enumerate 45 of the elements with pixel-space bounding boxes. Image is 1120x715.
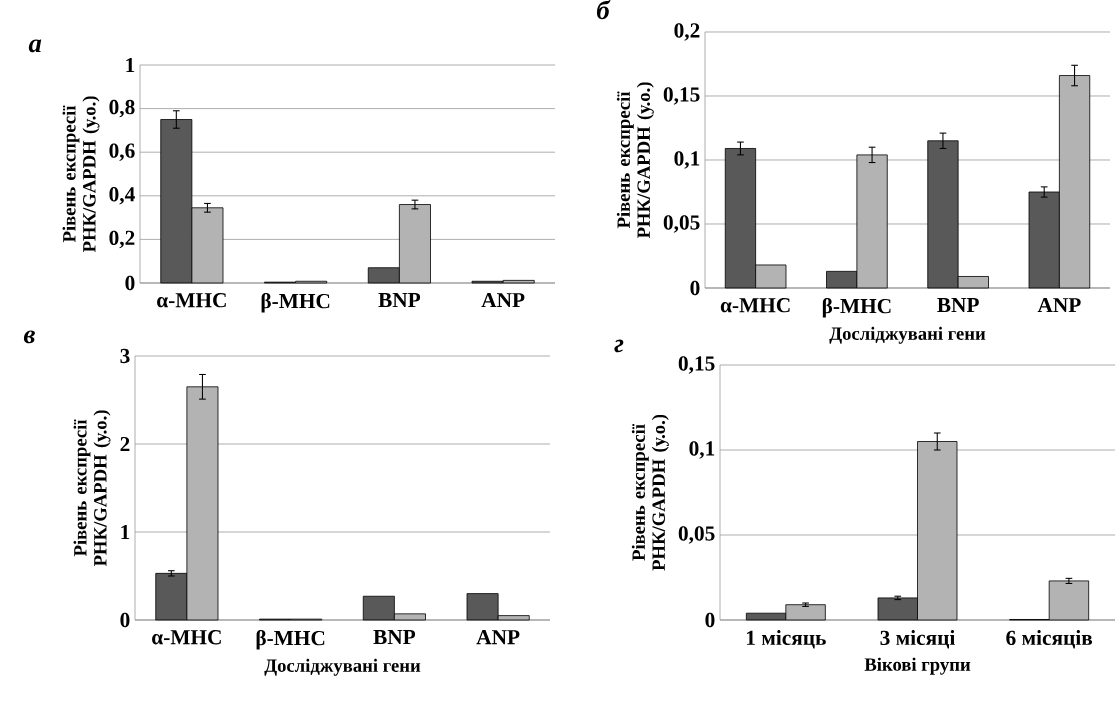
y-tick-label: 2 xyxy=(120,436,130,452)
x-tick-label: α-MHC xyxy=(152,630,221,645)
x-tick-label: β-MHC xyxy=(822,298,891,318)
y-tick-label: 0,1 xyxy=(674,151,700,169)
chart-title: а xyxy=(28,39,42,53)
x-tick-label: ANP xyxy=(1037,298,1081,313)
x-tick-label: β-MHC xyxy=(261,293,330,313)
x-tick-label: ANP xyxy=(476,630,520,645)
y-tick-label: 0,15 xyxy=(678,356,715,374)
y-tick-label: 0 xyxy=(125,275,135,291)
x-tick-label: 3 місяці xyxy=(880,630,956,649)
y-tick-label: 1 xyxy=(121,524,130,540)
chart-title: в xyxy=(23,330,35,344)
y-tick-label: 0,1 xyxy=(689,441,715,459)
chart-title: б xyxy=(596,0,611,20)
y-tick-label: 0,4 xyxy=(109,187,135,205)
x-axis-title: Досліджувані гени xyxy=(829,326,986,344)
x-tick-label: BNP xyxy=(937,298,979,313)
y-tick-label: 0,05 xyxy=(678,526,715,544)
x-tick-label: BNP xyxy=(378,293,421,308)
y-axis-title: Рівень експресії РНК/GAPDH (у.о.) xyxy=(631,414,669,571)
x-tick-label: β-MHC xyxy=(256,630,325,650)
y-axis-title: Рівень експресії РНК/GAPDH (у.о.) xyxy=(616,82,654,239)
chart-title: г xyxy=(614,339,624,353)
y-tick-label: 0,2 xyxy=(674,23,700,41)
y-tick-label: 0,2 xyxy=(109,230,135,249)
x-tick-label: α-MHC xyxy=(720,298,790,313)
y-axis-title: Рівень експресії РНК/GAPDH (у.о.) xyxy=(62,96,100,253)
x-tick-label: 1 місяць xyxy=(747,630,826,649)
y-tick-label: 0 xyxy=(705,612,715,628)
y-tick-label: 0,8 xyxy=(109,99,135,118)
x-tick-label: BNP xyxy=(373,630,416,645)
y-axis-title: Рівень експресії РНК/GAPDH (у.о.) xyxy=(73,410,111,567)
x-axis-title: Досліджувані гени xyxy=(264,658,421,676)
x-tick-label: α-MHC xyxy=(157,293,226,308)
y-tick-label: 1 xyxy=(126,57,135,73)
x-axis-title: Вікові групи xyxy=(864,657,971,675)
y-tick-label: 0,05 xyxy=(663,215,700,233)
y-tick-label: 3 xyxy=(120,348,130,364)
x-tick-label: ANP xyxy=(481,293,525,308)
y-tick-label: 0 xyxy=(690,280,700,296)
y-tick-label: 0 xyxy=(120,612,130,628)
y-tick-label: 0,6 xyxy=(109,143,135,161)
x-tick-label: 6 місяців xyxy=(1006,630,1093,649)
y-tick-label: 0,15 xyxy=(663,87,700,105)
